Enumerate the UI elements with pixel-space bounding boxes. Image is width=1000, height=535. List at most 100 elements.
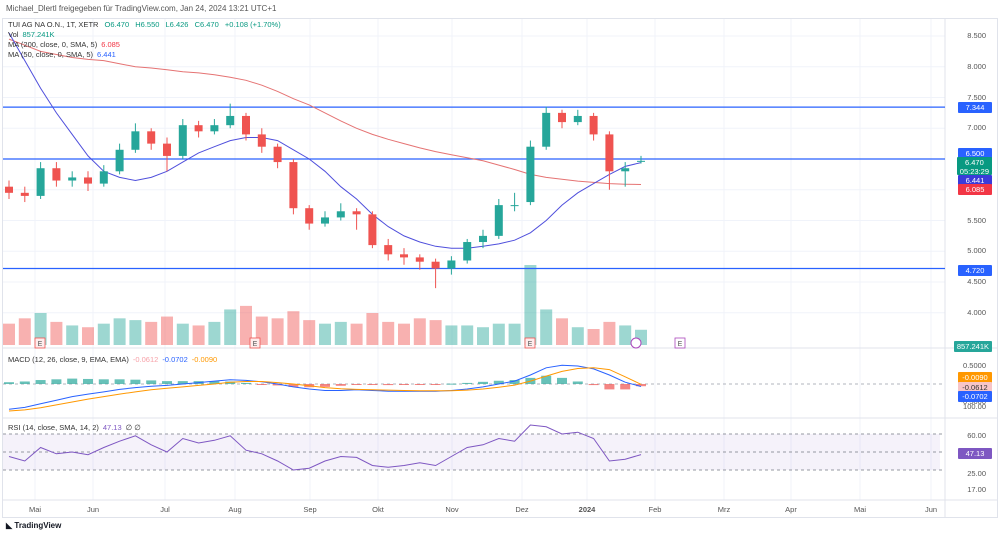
time-label: Nov bbox=[445, 505, 459, 514]
rsi-line bbox=[8, 424, 642, 471]
macd-histogram-bar bbox=[588, 384, 599, 386]
macd-signal-tag: -0.0090 bbox=[958, 372, 992, 383]
chart-frame bbox=[2, 18, 998, 518]
volume-bar bbox=[429, 320, 442, 345]
main-legend: TUI AG NA O.N., 1T, XETR O6.470 H6.550 L… bbox=[8, 20, 285, 29]
candle-body bbox=[605, 134, 614, 172]
volume-value: 857.241K bbox=[22, 30, 55, 39]
candle-body bbox=[99, 171, 108, 184]
candle-body bbox=[352, 211, 361, 215]
candle-body bbox=[573, 115, 582, 123]
volume-bar bbox=[224, 309, 237, 345]
macd-histogram-bar bbox=[367, 384, 378, 385]
time-label: Dez bbox=[515, 505, 529, 514]
volume-bar bbox=[287, 311, 300, 345]
hline-low-tag: 4.720 bbox=[958, 265, 992, 276]
macd-histogram-bar bbox=[51, 379, 62, 384]
time-label: Jun bbox=[924, 505, 938, 514]
ma200-legend[interactable]: MA (200, close, 0, SMA, 5) 6.085 bbox=[8, 40, 124, 49]
candle-body bbox=[242, 115, 250, 135]
macd-tag: -0.0702 bbox=[958, 391, 992, 402]
candle-body bbox=[163, 143, 171, 156]
logo-icon: ◣ bbox=[6, 521, 15, 530]
volume-bar bbox=[445, 325, 458, 345]
volume-bar bbox=[382, 321, 395, 345]
candle-body bbox=[289, 162, 298, 209]
volume-legend[interactable]: Vol 857.241K bbox=[8, 30, 59, 39]
macd-histogram-bar bbox=[399, 384, 409, 385]
candle-body bbox=[510, 205, 519, 207]
ma50-label: MA (50, close, 0, SMA, 5) bbox=[8, 50, 94, 59]
time-label: 2024 bbox=[578, 505, 596, 514]
share-caption: Michael_Dlertl freigegeben für TradingVi… bbox=[6, 4, 277, 13]
macd-histogram-bar bbox=[4, 382, 14, 384]
price-tick-label: 5.000 bbox=[967, 246, 986, 256]
macd-histogram-bar bbox=[493, 380, 504, 384]
symbol-label[interactable]: TUI AG NA O.N., 1T, XETR bbox=[8, 20, 99, 29]
macd-histogram-bar bbox=[256, 384, 267, 385]
price-tick-label: 7.500 bbox=[967, 92, 986, 102]
macd-histogram-bar bbox=[572, 381, 583, 384]
volume-bar bbox=[145, 321, 158, 345]
volume-bar bbox=[97, 323, 110, 345]
ma50-legend[interactable]: MA (50, close, 0, SMA, 5) 6.441 bbox=[8, 50, 120, 59]
time-label: Mrz bbox=[717, 505, 731, 514]
price-tick-label: 4.000 bbox=[967, 307, 986, 317]
candle-body bbox=[463, 242, 472, 261]
candle-body bbox=[273, 146, 282, 163]
candle-body bbox=[226, 115, 235, 126]
macd-histogram-bar bbox=[98, 379, 109, 384]
macd-histogram-bar bbox=[478, 381, 488, 384]
high-value: H6.550 bbox=[135, 20, 160, 29]
macd-histogram-bar bbox=[620, 384, 631, 390]
candle-body bbox=[621, 168, 630, 172]
macd-histogram-bar bbox=[462, 382, 473, 384]
time-label: Mai bbox=[853, 505, 867, 514]
candle-body bbox=[431, 261, 440, 269]
volume-bar bbox=[492, 323, 505, 345]
time-label: Aug bbox=[228, 505, 242, 514]
volume-bar bbox=[350, 323, 363, 345]
macd-histogram-bar bbox=[446, 383, 457, 385]
price-tick-label: 7.000 bbox=[967, 123, 986, 133]
volume-bar bbox=[82, 327, 94, 345]
earnings-marker bbox=[524, 337, 536, 349]
earnings-marker bbox=[249, 337, 261, 349]
earnings-marker-label: E bbox=[38, 341, 43, 348]
macd-histogram-bar bbox=[541, 375, 552, 384]
candle-body bbox=[194, 125, 203, 132]
volume-bar bbox=[271, 318, 284, 345]
macd-legend[interactable]: MACD (12, 26, close, 9, EMA, EMA) -0.0612… bbox=[8, 355, 221, 364]
macd-histogram-bar bbox=[177, 381, 188, 384]
candle-body bbox=[558, 112, 566, 123]
macd-histogram-bar bbox=[225, 381, 236, 384]
candle-body bbox=[479, 235, 487, 243]
tradingview-logo[interactable]: ◣ TradingView bbox=[6, 521, 61, 530]
candle-body bbox=[447, 260, 456, 269]
candle-body bbox=[147, 131, 156, 144]
candle-body bbox=[36, 168, 45, 196]
ma50-value: 6.441 bbox=[97, 50, 116, 59]
macd-histogram-bar bbox=[35, 380, 46, 384]
rsi-legend[interactable]: RSI (14, close, SMA, 14, 2) 47.13 ∅ ∅ bbox=[8, 423, 145, 432]
volume-bar bbox=[18, 318, 31, 345]
candle-body bbox=[336, 211, 345, 218]
ma200-value: 6.085 bbox=[101, 40, 120, 49]
macd-histogram-bar bbox=[320, 384, 330, 387]
earnings-marker-label: E bbox=[253, 341, 258, 348]
macd-histogram-bar bbox=[430, 384, 441, 385]
volume-bar bbox=[161, 316, 173, 345]
volume-bar bbox=[50, 321, 63, 345]
close-value: C6.470 bbox=[194, 20, 219, 29]
time-label: Apr bbox=[785, 505, 797, 514]
volume-bar bbox=[461, 325, 474, 345]
volume-bar bbox=[176, 323, 189, 345]
hline-top-tag: 7.344 bbox=[958, 102, 992, 113]
price-tick-label: 8.000 bbox=[967, 61, 986, 71]
volume-bar bbox=[366, 313, 379, 345]
volume-bar bbox=[413, 318, 426, 345]
rsi-value: 47.13 bbox=[102, 423, 122, 432]
candle-body bbox=[257, 134, 266, 147]
volume-bar bbox=[524, 265, 537, 345]
